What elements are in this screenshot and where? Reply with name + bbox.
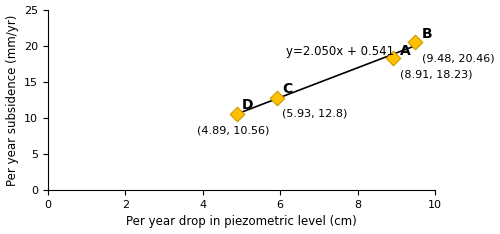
- Text: (4.89, 10.56): (4.89, 10.56): [196, 125, 269, 135]
- Text: B: B: [422, 27, 432, 41]
- Point: [389, 57, 397, 60]
- Text: C: C: [282, 82, 292, 96]
- Point: [233, 112, 241, 116]
- Text: (9.48, 20.46): (9.48, 20.46): [422, 53, 494, 63]
- X-axis label: Per year drop in piezometric level (cm): Per year drop in piezometric level (cm): [126, 216, 357, 228]
- Text: D: D: [242, 99, 254, 112]
- Y-axis label: Per year subsidence (mm/yr): Per year subsidence (mm/yr): [6, 14, 18, 186]
- Text: (8.91, 18.23): (8.91, 18.23): [400, 69, 472, 79]
- Point: [274, 96, 281, 99]
- Text: y=2.050x + 0.541: y=2.050x + 0.541: [286, 45, 394, 58]
- Text: A: A: [400, 44, 410, 58]
- Point: [411, 40, 419, 44]
- Text: (5.93, 12.8): (5.93, 12.8): [282, 109, 348, 119]
